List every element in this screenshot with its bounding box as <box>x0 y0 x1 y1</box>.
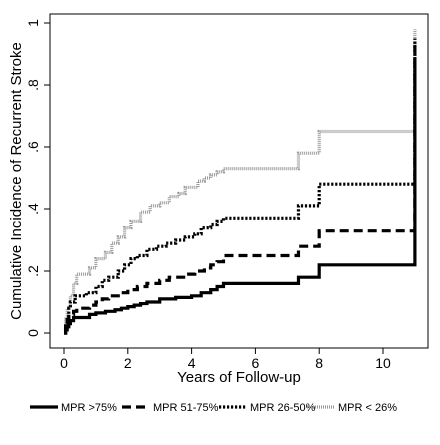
x-tick-label: 4 <box>188 355 196 371</box>
y-tick-label: .4 <box>25 203 41 215</box>
y-axis-title: Cumulative Incidence of Recurrent Stroke <box>8 42 25 320</box>
x-tick-label: 2 <box>124 355 132 371</box>
x-axis-title: Years of Follow-up <box>177 369 301 386</box>
legend-label-2: MPR 51-75% <box>153 402 219 414</box>
legend-label-1: MPR >75% <box>61 402 117 414</box>
y-tick-label: .6 <box>25 141 41 153</box>
y-tick-label: 0 <box>25 329 41 337</box>
series-line-2 <box>63 44 417 335</box>
series-line-1 <box>63 57 417 335</box>
y-tick-label: .2 <box>25 265 41 277</box>
y-tick-label: .8 <box>25 79 41 91</box>
y-tick-label: 1 <box>25 19 41 27</box>
x-tick-label: 10 <box>375 355 391 371</box>
x-tick-label: 8 <box>315 355 323 371</box>
plot-frame <box>49 13 429 349</box>
legend-label-3: MPR 26-50% <box>250 402 316 414</box>
plot-area <box>63 29 417 335</box>
series-line-3 <box>63 38 417 335</box>
legend-label-4: MPR < 26% <box>338 402 397 414</box>
series-line-4 <box>63 29 417 335</box>
x-tick-label: 0 <box>60 355 68 371</box>
legend: MPR >75% MPR 51-75% MPR 26-50% MPR < 26% <box>30 402 397 414</box>
x-tick-label: 6 <box>252 355 260 371</box>
